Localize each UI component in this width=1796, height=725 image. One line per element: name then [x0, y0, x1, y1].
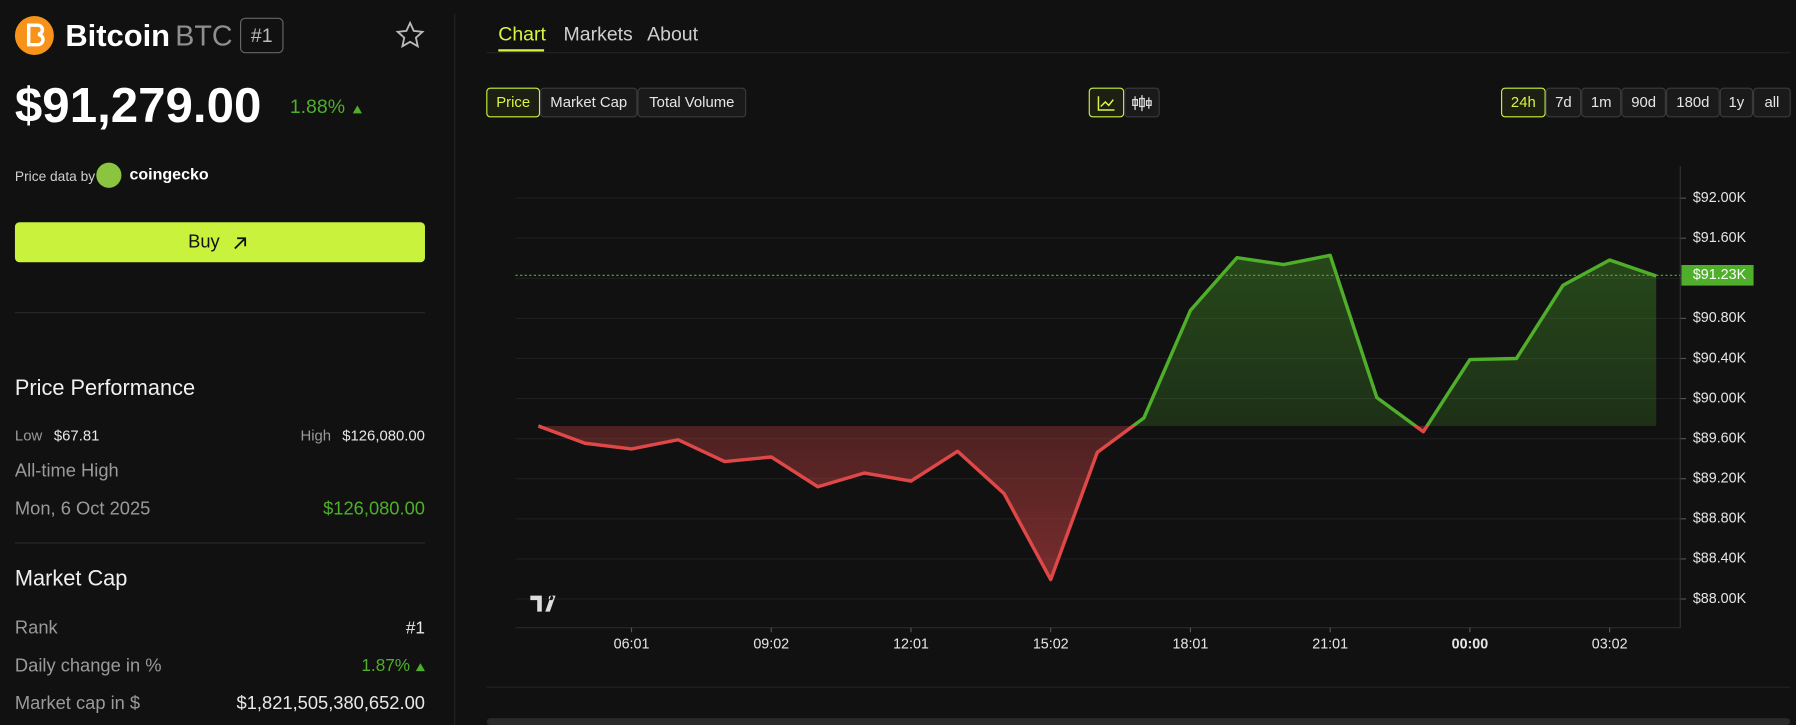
up-arrow: [415, 663, 425, 672]
range-button-text[interactable]: 24h: [1511, 95, 1536, 111]
daily-change-value: 1.87%: [361, 655, 410, 675]
y-tick-label: $88.40K: [1693, 551, 1747, 567]
source-logo: [96, 162, 122, 188]
ath-value: $126,080.00: [323, 498, 425, 519]
tradingview-logo: [530, 595, 556, 612]
x-tick-label: 18:01: [1173, 637, 1209, 653]
candle-icon: [1132, 95, 1152, 112]
low-label: Low: [15, 428, 43, 444]
area-up: [1133, 255, 1657, 427]
tab-underline: [498, 49, 545, 52]
section-title: Market Cap: [15, 565, 127, 590]
rank-badge-text: #1: [251, 25, 273, 47]
range-button-text[interactable]: all: [1764, 95, 1779, 111]
metric-button[interactable]: [486, 87, 541, 118]
y-tick-label: $88.00K: [1693, 591, 1747, 607]
range-button-text[interactable]: 90d: [1631, 95, 1656, 111]
rank-value: #1: [406, 617, 425, 637]
tab[interactable]: Markets: [564, 24, 633, 46]
y-tick-label: $92.00K: [1693, 190, 1747, 206]
section-title: Price Performance: [15, 375, 195, 400]
x-tick-label: 15:02: [1033, 637, 1069, 653]
x-tick-label: 00:00: [1452, 637, 1489, 653]
ath-date: Mon, 6 Oct 2025: [15, 498, 150, 519]
buy-button-text[interactable]: Buy: [188, 231, 220, 252]
cap-value: $1,821,505,380,652.00: [237, 692, 425, 713]
y-tick-label: $90.40K: [1693, 350, 1747, 366]
metric-button-text[interactable]: Market Cap: [550, 95, 627, 111]
rank-label: Rank: [15, 617, 59, 638]
favorite-button[interactable]: [395, 20, 425, 49]
line-down: [537, 426, 1430, 582]
high-label: High: [300, 428, 331, 444]
range-button[interactable]: [1501, 87, 1546, 118]
range-button[interactable]: [1621, 87, 1666, 118]
tab[interactable]: About: [647, 24, 698, 46]
y-tick-label: $89.60K: [1693, 430, 1747, 446]
range-buttons: 24h 7d 1m 90d 180d 1y all: [1501, 87, 1791, 118]
high-value: $126,080.00: [342, 428, 425, 444]
coin-logo: [14, 16, 54, 55]
source-label: Price data by: [15, 169, 95, 184]
y-tick-label: $88.80K: [1693, 511, 1747, 527]
y-tick-label: $90.00K: [1693, 390, 1747, 406]
last-price-badge: [1681, 264, 1754, 286]
up-arrow: [352, 105, 362, 114]
metric-button-text[interactable]: Price: [496, 95, 530, 111]
x-tick-label: 12:01: [893, 637, 929, 653]
range-button[interactable]: [1545, 87, 1582, 118]
range-button[interactable]: [1719, 87, 1753, 118]
ath-label: All-time High: [15, 460, 119, 481]
coin-logo-mark: [26, 23, 45, 47]
daily-change-label: Daily change in %: [15, 654, 162, 675]
metric-button[interactable]: [637, 87, 747, 118]
range-button-text[interactable]: 7d: [1555, 95, 1572, 111]
y-tick-label: $91.60K: [1693, 230, 1747, 246]
buy-icon: [234, 237, 247, 250]
line-icon: [1097, 96, 1115, 111]
range-button-text[interactable]: 180d: [1676, 95, 1709, 111]
x-tick-label: 21:01: [1312, 637, 1348, 653]
x-tick-label: 03:02: [1592, 637, 1628, 653]
source-name: coingecko: [129, 165, 208, 183]
x-tick-label: 09:02: [753, 637, 789, 653]
range-button[interactable]: [1752, 87, 1791, 118]
x-tick-label: 06:01: [614, 637, 650, 653]
metric-button[interactable]: [540, 87, 638, 118]
buy-button[interactable]: [14, 222, 425, 263]
range-button-text[interactable]: 1m: [1591, 95, 1612, 111]
scrollbar: [486, 718, 1791, 725]
coin-name: Bitcoin: [65, 18, 170, 53]
tab-active[interactable]: Chart: [498, 24, 546, 46]
metric-button-text[interactable]: Total Volume: [649, 95, 734, 111]
cap-label: Market cap in $: [15, 692, 140, 713]
area-down: [538, 426, 1657, 580]
coin-symbol: BTC: [175, 20, 232, 52]
line-up: [538, 253, 1657, 427]
price-change: 1.88%: [290, 96, 345, 118]
rank-badge: [240, 17, 284, 54]
price: $91,279.00: [15, 78, 261, 133]
last-price-label: $91.23K: [1693, 267, 1747, 283]
y-tick-label: $90.80K: [1693, 310, 1747, 326]
y-tick-label: $89.20K: [1693, 471, 1747, 487]
range-button-text[interactable]: 1y: [1729, 95, 1745, 111]
price-chart: $88.00K $88.40K $88.80K $89.20K $89.60K $90.0…: [515, 166, 1754, 653]
range-button[interactable]: [1581, 87, 1622, 118]
range-button[interactable]: [1665, 87, 1720, 118]
low-value: $67.81: [54, 428, 100, 444]
